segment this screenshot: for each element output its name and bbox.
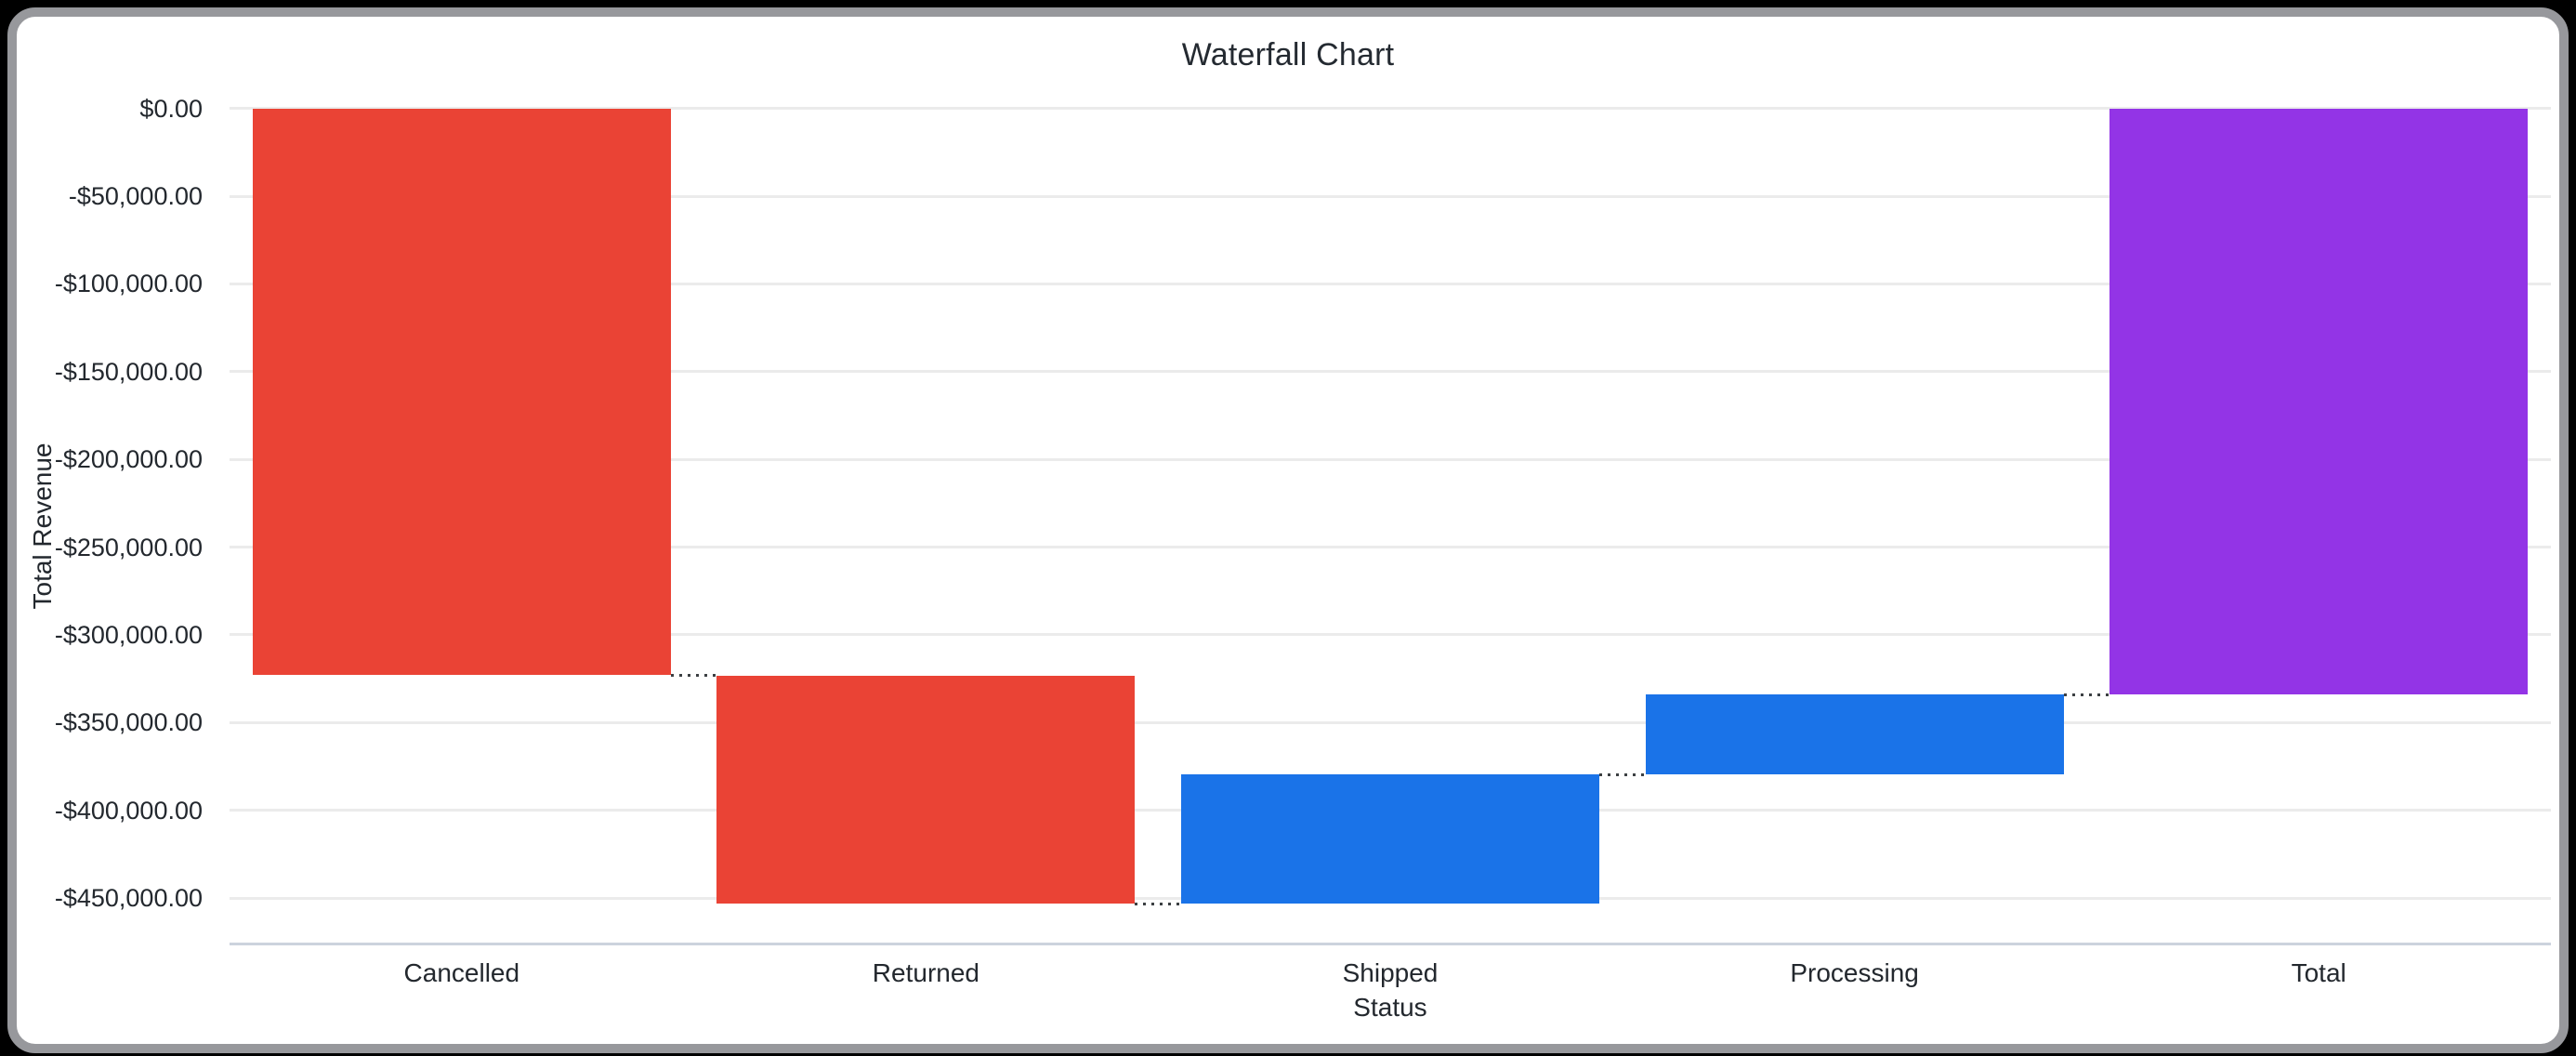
gridline: [230, 107, 2551, 111]
gridline: [230, 720, 2551, 724]
bar-processing[interactable]: [1645, 694, 2064, 775]
x-axis-title: Status: [1353, 993, 1427, 1022]
gridline: [230, 282, 2551, 285]
x-label-total: Total: [2291, 958, 2346, 987]
waterfall-connector: [1135, 902, 1181, 905]
y-tick-label: -$300,000.00: [54, 620, 203, 649]
bar-cancelled[interactable]: [252, 108, 671, 676]
y-tick-label: $0.00: [139, 94, 203, 123]
waterfall-connector: [670, 674, 717, 677]
y-tick-label: -$200,000.00: [54, 445, 203, 474]
gridline: [230, 194, 2551, 198]
x-label-processing: Processing: [1790, 958, 1919, 987]
y-tick-label: -$400,000.00: [54, 796, 203, 825]
gridline: [230, 370, 2551, 374]
bar-total[interactable]: [2109, 108, 2529, 694]
y-tick-label: -$100,000.00: [54, 270, 203, 298]
waterfall-connector: [2063, 693, 2110, 696]
chart-title: Waterfall Chart: [1181, 37, 1395, 73]
gridline: [230, 457, 2551, 461]
x-axis-baseline: [230, 943, 2551, 945]
bar-returned[interactable]: [716, 675, 1136, 904]
gridline: [230, 546, 2551, 548]
y-tick-label: -$350,000.00: [54, 708, 203, 737]
y-tick-label: -$50,000.00: [68, 182, 203, 210]
x-label-shipped: Shipped: [1342, 958, 1439, 987]
y-axis-title: Total Revenue: [28, 442, 57, 610]
y-tick-label: -$150,000.00: [54, 357, 203, 386]
y-tick-label: -$250,000.00: [54, 533, 203, 561]
y-tick-label: -$450,000.00: [54, 884, 203, 912]
bar-shipped[interactable]: [1181, 774, 1599, 904]
x-label-returned: Returned: [872, 958, 979, 987]
x-label-cancelled: Cancelled: [403, 958, 520, 987]
waterfall-connector: [1599, 772, 1646, 776]
gridline: [230, 633, 2551, 637]
